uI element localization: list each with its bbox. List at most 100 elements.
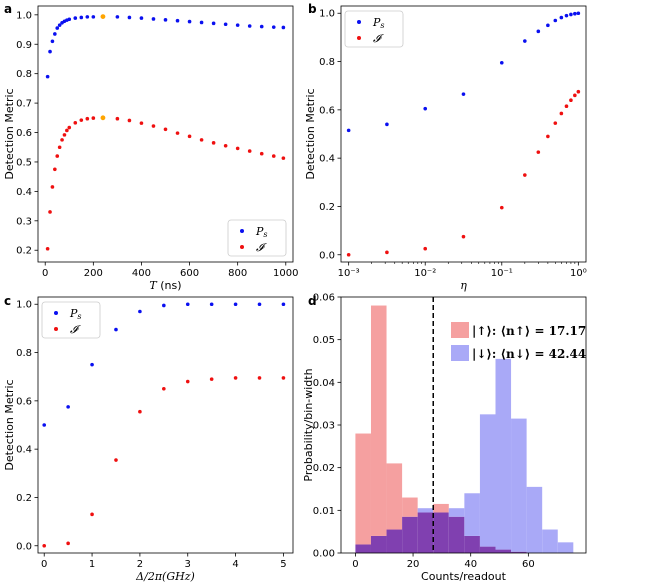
a-point-P_s bbox=[91, 15, 96, 19]
c-legend-marker bbox=[54, 327, 58, 331]
a-point-P_s bbox=[53, 32, 57, 36]
a-point-P_s bbox=[55, 26, 60, 30]
c-xtick-label: 1 bbox=[89, 559, 95, 570]
b-point-I bbox=[499, 205, 504, 210]
a-legend-label: 𝓘 bbox=[256, 241, 267, 254]
b-point-P_s bbox=[573, 11, 577, 16]
a-point-P_s bbox=[57, 23, 62, 27]
a-axes-frame bbox=[37, 5, 294, 263]
panel-c: 0.0 0.2 0.4 0.6 0.8 1.0 0 1 2 3 4 5 Detection Metric… bbox=[3, 294, 294, 583]
b-point-I bbox=[553, 121, 558, 125]
c-ytick-label: 0.0 bbox=[16, 541, 32, 552]
a-xlabel: T (ns) bbox=[149, 279, 181, 292]
d-bar-overlap bbox=[370, 535, 387, 553]
a-optimum-marker bbox=[100, 115, 106, 121]
a-point-P_s bbox=[211, 21, 216, 26]
b-ylabel: Detection Metric bbox=[304, 88, 317, 179]
a-xtick-label: 1000 bbox=[273, 268, 298, 279]
b-point-I bbox=[573, 93, 577, 98]
b-xtick-label: 10⁰ bbox=[570, 268, 587, 279]
a-point-P_s bbox=[85, 15, 90, 19]
c-xlabel: Δ/2π(GHz) bbox=[135, 570, 195, 583]
d-letter: d bbox=[308, 294, 317, 308]
a-point-P_s bbox=[259, 24, 264, 29]
d-xtick-label: 20 bbox=[407, 559, 420, 570]
a-point-I bbox=[91, 116, 96, 120]
c-point-P_s bbox=[90, 362, 94, 367]
d-xtick-label: 0 bbox=[352, 559, 358, 570]
a-point-I bbox=[65, 128, 69, 133]
c-legend-marker bbox=[54, 311, 58, 315]
d-bar-overlap bbox=[464, 535, 480, 553]
b-legend-label: Ps bbox=[372, 16, 385, 30]
a-point-I bbox=[50, 185, 55, 189]
d-ytick-label: 0.04 bbox=[313, 378, 335, 389]
a-ytick-label: 1.0 bbox=[16, 10, 32, 21]
c-point-P_s bbox=[185, 302, 190, 307]
c-ytick-label: 0.8 bbox=[16, 348, 32, 359]
c-point-I bbox=[209, 377, 214, 381]
a-point-I bbox=[67, 125, 72, 130]
b-point-I bbox=[536, 150, 541, 154]
d-bar-up bbox=[370, 305, 387, 536]
c-ytick-label: 0.4 bbox=[16, 445, 32, 456]
b-ytick-label: 0.4 bbox=[319, 154, 335, 165]
a-point-I bbox=[85, 116, 90, 121]
a-xtick-label: 400 bbox=[132, 268, 151, 279]
c-ytick-label: 0.6 bbox=[16, 396, 32, 407]
c-point-P_s bbox=[42, 423, 47, 427]
a-point-I bbox=[281, 156, 286, 160]
a-legend-marker bbox=[240, 229, 244, 233]
d-ylabel: Probability/bin-width bbox=[302, 368, 315, 481]
a-point-I bbox=[151, 124, 156, 128]
d-bar-down bbox=[511, 418, 527, 552]
c-xtick-label: 2 bbox=[137, 559, 143, 570]
d-bar-overlap bbox=[479, 546, 496, 553]
b-ytick-label: 0.2 bbox=[319, 202, 335, 213]
d-bar-down bbox=[495, 358, 512, 550]
panel-b: 0.0 0.2 0.4 0.6 0.8 1.0 10⁻³ 10⁻² 10⁻¹ 10⁰ Detecti… bbox=[304, 2, 587, 292]
b-point-I bbox=[564, 104, 569, 109]
b-legend-marker bbox=[357, 20, 361, 24]
c-point-I bbox=[90, 512, 94, 517]
c-point-I bbox=[162, 386, 166, 391]
d-bar-up bbox=[433, 503, 449, 513]
d-legend-swatch bbox=[451, 322, 469, 338]
c-point-P_s bbox=[114, 327, 118, 332]
a-point-I bbox=[199, 138, 204, 142]
c-ytick-label: 0.2 bbox=[16, 493, 32, 504]
a-xtick-label: 600 bbox=[180, 268, 199, 279]
a-point-I bbox=[45, 246, 50, 251]
a-point-I bbox=[57, 145, 62, 150]
d-bar-overlap bbox=[511, 551, 527, 553]
c-ytick-label: 1.0 bbox=[16, 300, 32, 311]
d-bar-down bbox=[464, 493, 480, 536]
c-legend-label: 𝓘 bbox=[70, 323, 81, 336]
c-point-P_s bbox=[233, 302, 238, 307]
b-point-I bbox=[461, 234, 466, 239]
c-point-P_s bbox=[281, 302, 286, 307]
b-letter: b bbox=[308, 2, 317, 16]
b-point-P_s bbox=[499, 60, 504, 65]
c-xtick-label: 0 bbox=[41, 559, 47, 570]
c-ylabel: Detection Metric bbox=[3, 379, 16, 470]
a-point-P_s bbox=[163, 18, 168, 22]
b-xtick-label: 10⁻² bbox=[414, 268, 436, 279]
a-point-P_s bbox=[271, 25, 276, 29]
d-bar-overlap bbox=[355, 544, 371, 553]
a-point-P_s bbox=[139, 16, 144, 20]
d-xtick-label: 40 bbox=[464, 559, 477, 570]
d-bar-overlap bbox=[386, 529, 403, 553]
b-point-I bbox=[346, 252, 351, 257]
d-ytick-label: 0.06 bbox=[313, 293, 335, 304]
a-point-P_s bbox=[235, 23, 240, 27]
a-point-I bbox=[73, 121, 78, 125]
a-point-I bbox=[79, 118, 84, 122]
b-point-I bbox=[576, 89, 581, 94]
d-bar-up bbox=[386, 463, 403, 530]
d-bar-down bbox=[479, 414, 496, 547]
a-point-I bbox=[271, 154, 276, 158]
a-point-P_s bbox=[79, 15, 84, 20]
a-point-I bbox=[223, 143, 228, 148]
d-bar-down bbox=[542, 529, 558, 553]
